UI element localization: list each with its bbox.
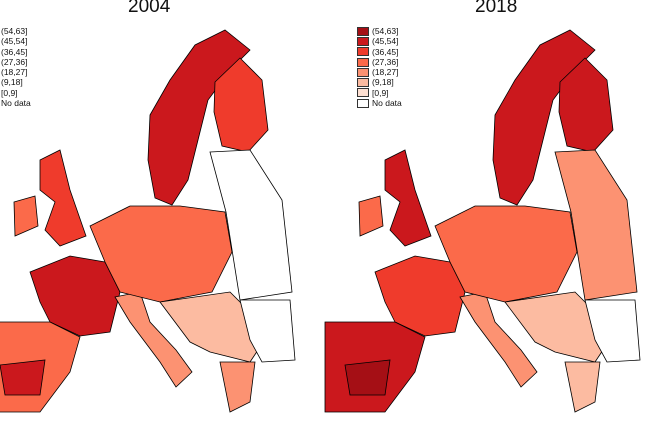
legend-label: (27,36] [372, 56, 399, 67]
region-central [434, 205, 578, 303]
region-uk [384, 149, 432, 247]
legend-2018: (54,63] (45,54] (36,45] (27,36] (18,27] (9,18… [357, 26, 402, 108]
legend-label: No data [372, 98, 402, 109]
legend-label: (18,27] [1, 67, 28, 78]
region-finland [558, 57, 614, 153]
region-uk [39, 149, 87, 247]
legend-label: (36,45] [372, 46, 399, 57]
legend-label: (36,45] [1, 46, 28, 57]
legend-label: (18,27] [372, 67, 399, 78]
region-east [554, 149, 638, 301]
legend-item: [0,9] [357, 88, 402, 98]
legend-swatch [357, 78, 369, 88]
legend-item: (45,54] [0, 36, 31, 46]
region-france [374, 255, 466, 337]
legend-item: No data [0, 98, 31, 108]
map-2018 [324, 29, 641, 413]
legend-label: (54,63] [372, 26, 399, 36]
region-iberia_south [344, 359, 391, 396]
legend-2004: (54,63] (45,54] (36,45] (27,36] (18,27] (9,18… [0, 26, 31, 108]
legend-item: (27,36] [357, 57, 402, 67]
legend-swatch [357, 88, 369, 98]
region-central [89, 205, 233, 303]
legend-label: (9,18] [1, 77, 23, 88]
legend-item: (36,45] [357, 47, 402, 57]
legend-item: (36,45] [0, 47, 31, 57]
legend-swatch [357, 26, 369, 36]
region-ireland [13, 195, 39, 237]
legend-item: No data [357, 98, 402, 108]
legend-swatch [357, 57, 369, 67]
legend-label: (9,18] [372, 77, 394, 88]
legend-label: (54,63] [1, 26, 28, 36]
region-italy [114, 291, 193, 388]
map-2004 [0, 29, 296, 413]
legend-item: [0,9] [0, 88, 31, 98]
map-title-2004: 2004 [128, 0, 171, 17]
region-italy [459, 291, 538, 388]
legend-swatch [357, 36, 369, 46]
legend-label: (45,54] [1, 36, 28, 47]
legend-swatch [357, 98, 369, 108]
legend-item: (9,18] [0, 77, 31, 87]
region-romania [584, 299, 641, 363]
legend-item: (9,18] [357, 77, 402, 87]
legend-item: (54,63] [0, 26, 31, 36]
legend-item: (45,54] [357, 36, 402, 46]
legend-swatch [357, 67, 369, 77]
region-greece [219, 361, 256, 413]
region-france [29, 255, 121, 337]
legend-item: (18,27] [0, 67, 31, 77]
region-iberia_south [0, 359, 46, 396]
legend-item: (18,27] [357, 67, 402, 77]
legend-label: [0,9] [372, 87, 389, 98]
legend-label: (45,54] [372, 36, 399, 47]
legend-item: (54,63] [357, 26, 402, 36]
region-east [209, 149, 293, 301]
legend-swatch [357, 47, 369, 57]
region-finland [213, 57, 269, 153]
map-title-2018: 2018 [475, 0, 518, 17]
legend-label: [0,9] [1, 87, 18, 98]
region-greece [564, 361, 601, 413]
legend-item: (27,36] [0, 57, 31, 67]
legend-label: (27,36] [1, 56, 28, 67]
legend-label: No data [1, 98, 31, 109]
region-ireland [358, 195, 384, 237]
region-romania [239, 299, 296, 363]
